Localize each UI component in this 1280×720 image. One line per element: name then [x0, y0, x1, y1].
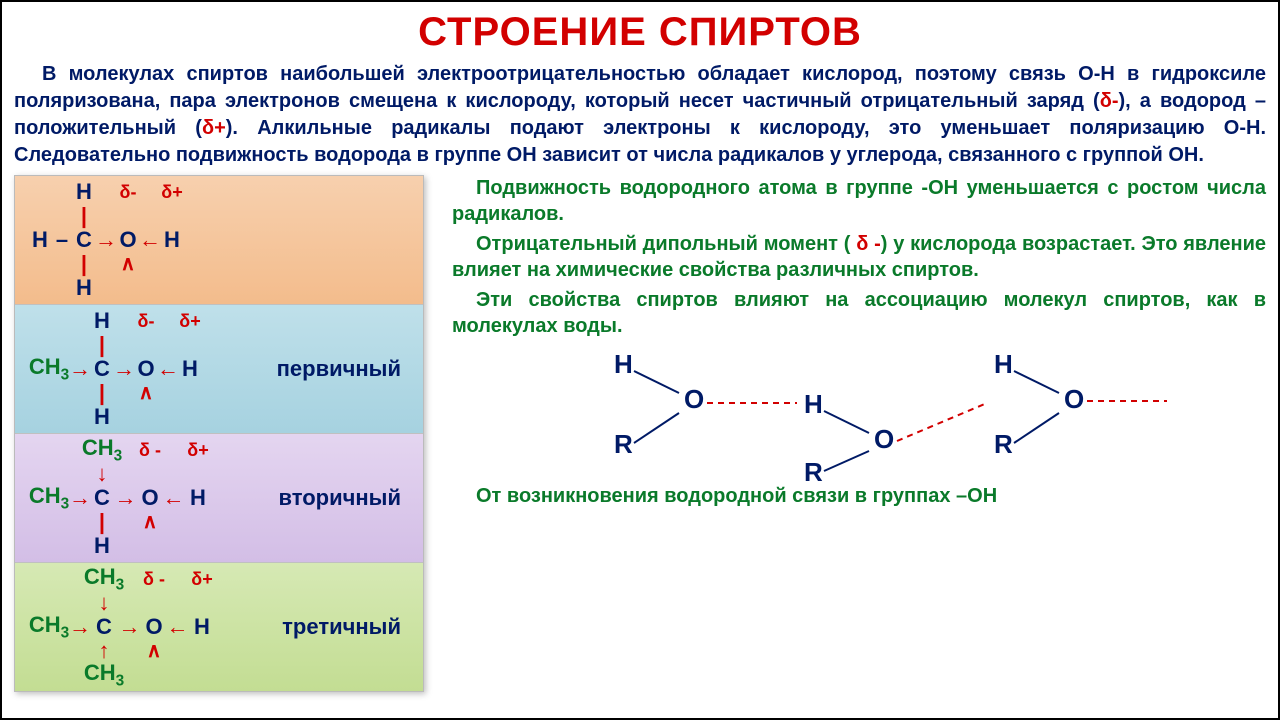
svg-text:R: R: [804, 457, 823, 483]
label-tertiary: третичный: [282, 614, 411, 640]
svg-text:O: O: [684, 384, 704, 414]
right-p1: Подвижность водородного атома в группе -…: [452, 175, 1266, 227]
struct-secondary: CH3δ -δ+ ↓ CH3→C → O ← H |∧ H: [27, 438, 211, 558]
page-title: СТРОЕНИЕ СПИРТОВ: [14, 10, 1266, 55]
right-footer: От возникновения водородной связи в груп…: [452, 485, 1266, 508]
struct-tertiary: CH3δ -δ+ ↓ CH3→C → O ← H ↑∧ CH3: [27, 567, 215, 687]
right-p2: Отрицательный дипольный момент ( δ -) у …: [452, 231, 1266, 283]
hydrogen-bond-diagram: H O R H O . R H O R: [539, 343, 1179, 483]
formula-row-primary: Hδ-δ+ | CH3→C→O←H |∧ H первичный: [15, 305, 423, 434]
right-column: Подвижность водородного атома в группе -…: [452, 175, 1266, 692]
svg-text:R: R: [614, 429, 633, 459]
svg-text:H: H: [614, 349, 633, 379]
lower-columns: Hδ-δ+ | H–C→O←H |∧ H Hδ-δ+ | CH3→C→O←H |…: [14, 175, 1266, 692]
svg-text:O: O: [874, 424, 894, 454]
svg-text:H: H: [804, 389, 823, 419]
svg-text:H: H: [994, 349, 1013, 379]
formula-row-methanol: Hδ-δ+ | H–C→O←H |∧ H: [15, 176, 423, 305]
formula-column: Hδ-δ+ | H–C→O←H |∧ H Hδ-δ+ | CH3→C→O←H |…: [14, 175, 434, 692]
label-secondary: вторичный: [279, 485, 412, 511]
struct-primary: Hδ-δ+ | CH3→C→O←H |∧ H: [27, 309, 203, 429]
svg-text:R: R: [994, 429, 1013, 459]
formula-row-tertiary: CH3δ -δ+ ↓ CH3→C → O ← H ↑∧ CH3 третичны…: [15, 563, 423, 691]
struct-methanol: Hδ-δ+ | H–C→O←H |∧ H: [27, 180, 185, 300]
right-p3: Эти свойства спиртов влияют на ассоциаци…: [452, 287, 1266, 339]
formula-stack: Hδ-δ+ | H–C→O←H |∧ H Hδ-δ+ | CH3→C→O←H |…: [14, 175, 424, 692]
formula-row-secondary: CH3δ -δ+ ↓ CH3→C → O ← H |∧ H вторичный: [15, 434, 423, 563]
intro-paragraph: В молекулах спиртов наибольшей электроот…: [14, 61, 1266, 169]
svg-text:O: O: [1064, 384, 1084, 414]
label-primary: первичный: [277, 356, 411, 382]
